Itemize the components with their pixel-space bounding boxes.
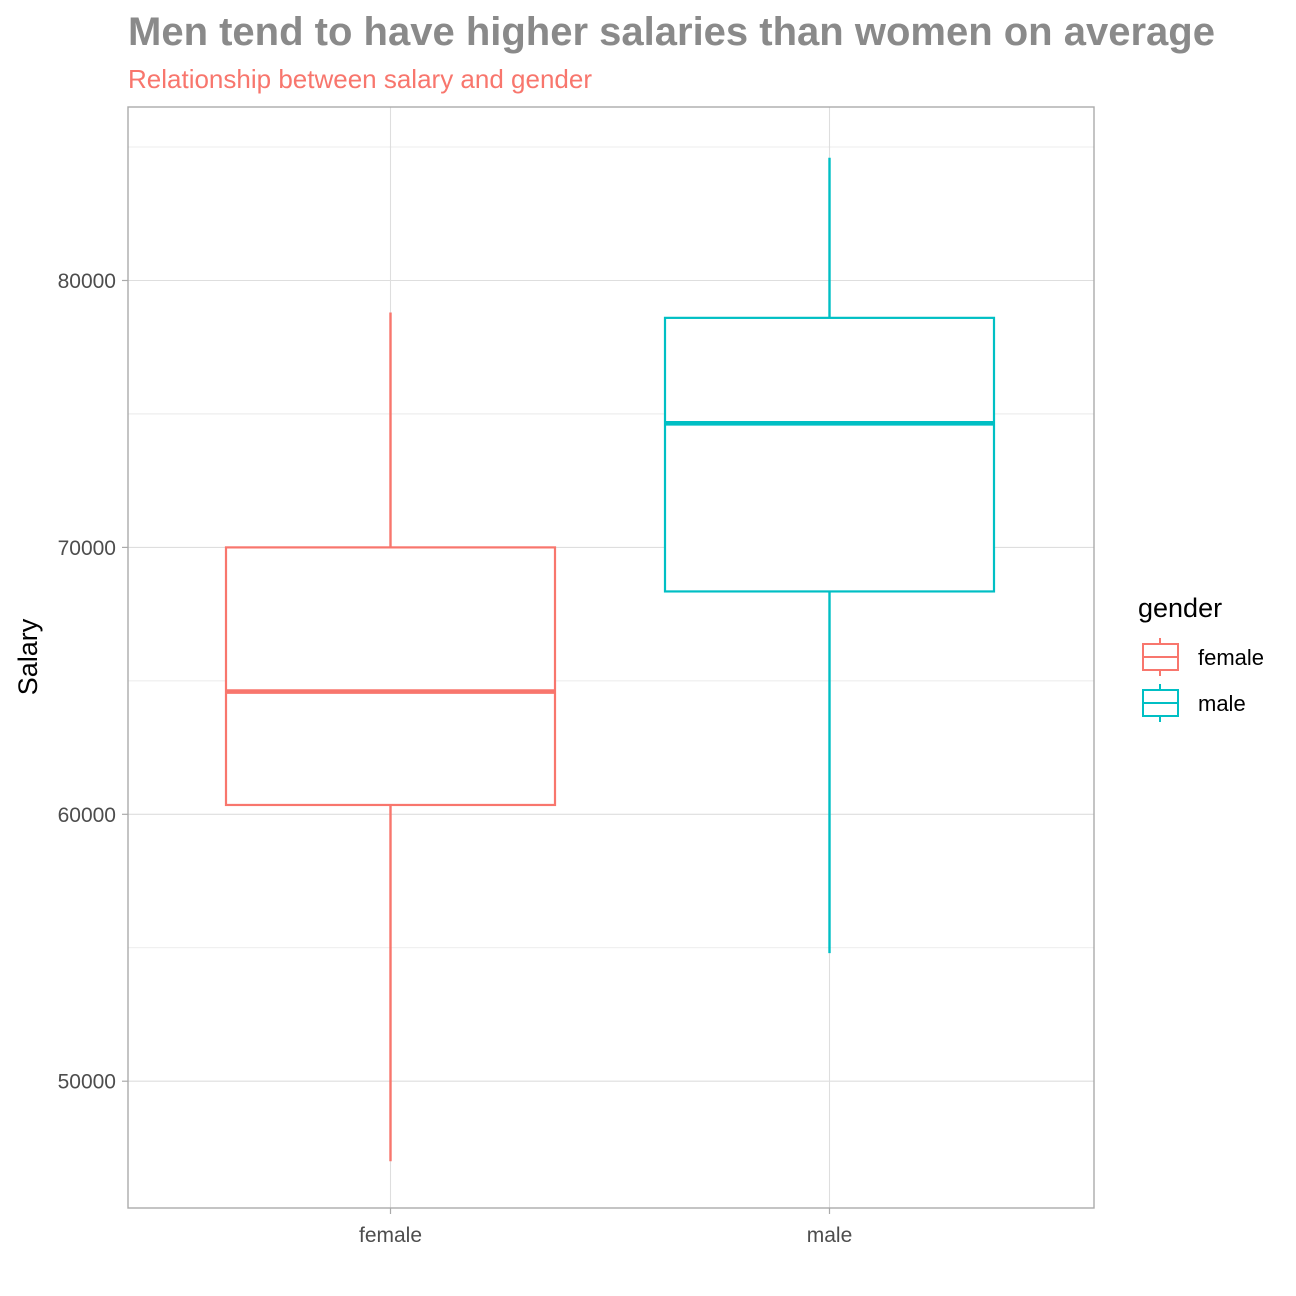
legend-title: gender [1138,593,1222,623]
legend-label-female: female [1198,645,1264,670]
legend-key-female [1142,638,1179,676]
x-axis: female male [359,1208,852,1247]
y-axis: 50000 60000 70000 80000 [58,270,128,1094]
y-axis-title: Salary [13,618,43,695]
chart-title: Men tend to have higher salaries than wo… [128,10,1215,54]
legend-label-male: male [1198,691,1246,716]
y-tick-label: 70000 [58,537,116,560]
legend-key-male [1142,684,1179,722]
x-tick-label: male [807,1224,853,1247]
boxes [224,157,996,1162]
y-tick-label: 50000 [58,1071,116,1094]
box-male [663,157,996,954]
x-tick-label: female [359,1224,422,1247]
box-iqr [663,316,996,593]
chart-subtitle: Relationship between salary and gender [128,64,592,94]
panel-border [127,106,1095,1209]
y-tick-label: 60000 [58,804,116,827]
box-female [224,312,557,1162]
legend: gender female male [1138,593,1264,722]
y-tick-label: 80000 [58,270,116,293]
box-iqr [224,546,557,807]
